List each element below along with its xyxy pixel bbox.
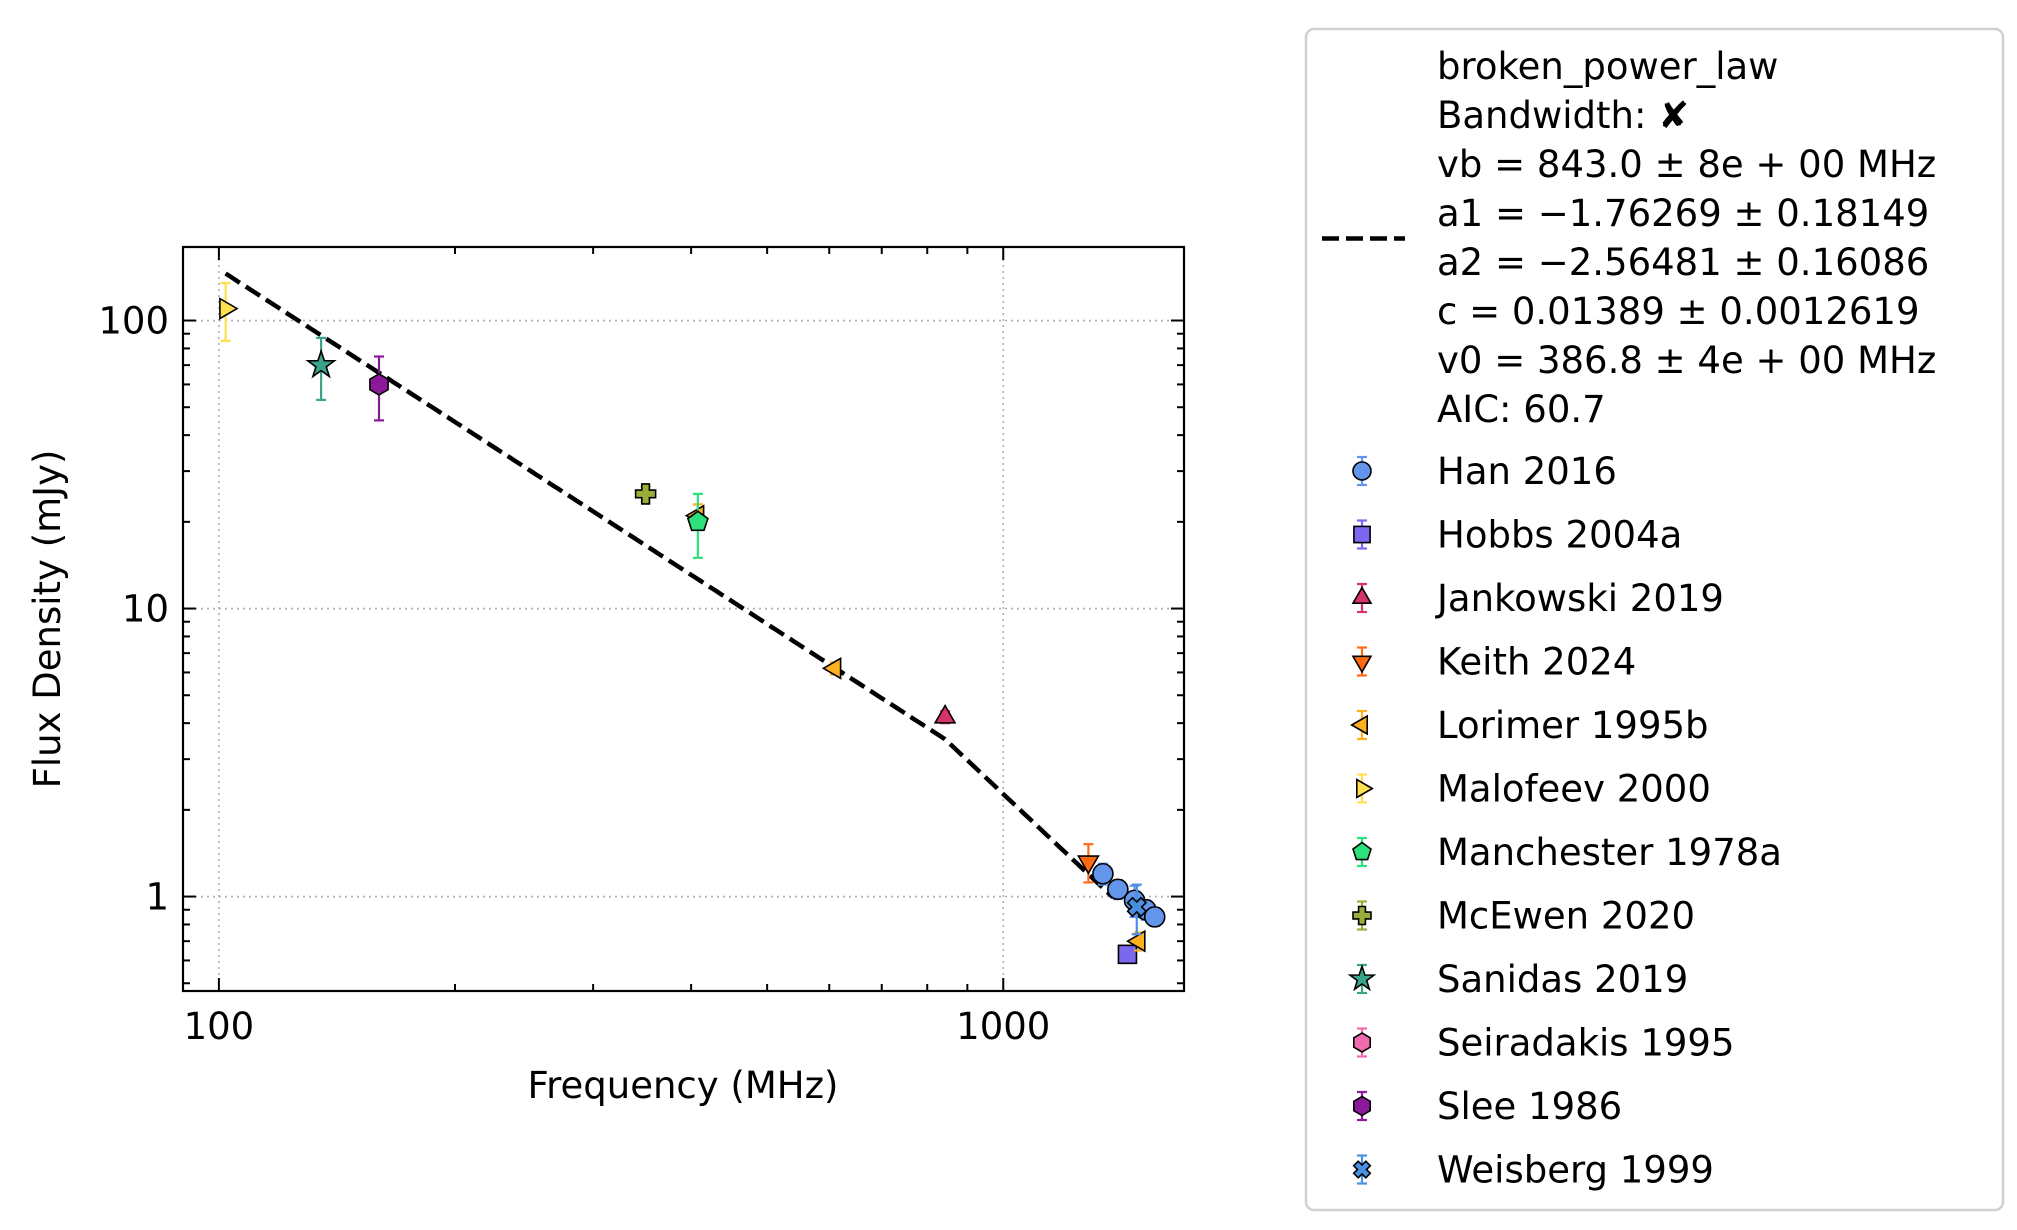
legend-item: McEwen 2020	[1352, 895, 1695, 938]
y-tick-label: 1	[145, 876, 169, 919]
legend-label: Slee 1986	[1437, 1085, 1622, 1128]
legend-label: Keith 2024	[1437, 641, 1636, 684]
legend-fit-text: c = 0.01389 ± 0.0012619	[1437, 290, 1919, 333]
data-point	[1117, 944, 1138, 965]
legend-fit-text: v0 = 386.8 ± 4e + 00 MHz	[1437, 339, 1936, 382]
legend-item: Sanidas 2019	[1347, 958, 1688, 1001]
square-marker	[1353, 525, 1371, 544]
hexagon-marker	[1353, 1032, 1371, 1053]
legend-fit-text: Bandwidth: ✘	[1437, 94, 1689, 137]
data-point	[1126, 883, 1148, 936]
legend-series-entries: Han 2016 Hobbs 2004a Jankowski 2019 Keith 2…	[1347, 450, 1782, 1192]
legend-item: Keith 2024	[1351, 641, 1636, 684]
legend-item: Lorimer 1995b	[1350, 704, 1709, 747]
data-point	[821, 657, 842, 680]
legend-label: Seiradakis 1995	[1437, 1022, 1734, 1065]
data-point	[634, 483, 657, 505]
legend-label: Manchester 1978a	[1437, 831, 1782, 874]
legend-fit-text: AIC: 60.7	[1437, 388, 1606, 431]
triangle-left-marker	[1350, 714, 1368, 736]
series-mcewen-2020	[634, 483, 657, 505]
data-point	[305, 336, 337, 402]
series-keith-2024	[1077, 843, 1100, 884]
legend-label: Lorimer 1995b	[1437, 704, 1709, 747]
triangle-right-marker	[219, 297, 239, 320]
data-points	[219, 281, 1166, 965]
hexagon-marker	[369, 372, 389, 396]
data-point	[369, 355, 389, 422]
plus-marker	[1352, 905, 1372, 926]
circle-marker	[1352, 461, 1372, 481]
tick-labels: 100 1000 1 10 100	[98, 300, 1050, 1048]
series-sanidas-2019	[305, 336, 337, 402]
circle-marker	[1107, 878, 1129, 901]
legend-item: Jankowski 2019	[1351, 577, 1724, 620]
data-point	[686, 492, 709, 559]
x-tick-label: 100	[184, 1005, 255, 1048]
pentagon-marker	[686, 510, 709, 532]
data-point	[1077, 843, 1100, 884]
triangle-right-marker	[1356, 778, 1374, 799]
series-malofeev-2000	[219, 281, 239, 342]
series-manchester-1978a	[686, 492, 709, 559]
triangle-down-marker	[1077, 855, 1100, 875]
star-marker	[1347, 963, 1377, 992]
triangle-down-marker	[1351, 655, 1373, 674]
pentagon-marker	[1352, 841, 1372, 861]
square-marker	[1117, 944, 1138, 965]
legend-label: Weisberg 1999	[1437, 1149, 1714, 1192]
grid-lines	[183, 247, 1184, 991]
series-slee-1986	[369, 355, 389, 422]
y-axis-label: Flux Density (mJy)	[26, 450, 69, 789]
x-tick-label: 1000	[956, 1005, 1050, 1048]
series-jankowski-2019	[933, 704, 957, 725]
triangle-up-marker	[933, 704, 957, 724]
data-point	[1107, 878, 1129, 901]
legend-item: Seiradakis 1995	[1353, 1022, 1734, 1065]
circle-marker	[1143, 906, 1166, 928]
data-point	[219, 281, 239, 342]
triangle-left-marker	[1126, 929, 1146, 953]
legend-item: Han 2016	[1352, 450, 1617, 493]
legend-item: Hobbs 2004a	[1353, 514, 1682, 557]
plus-marker	[634, 483, 657, 505]
circle-marker	[1092, 862, 1114, 885]
series-weisberg-1999	[1126, 883, 1148, 936]
legend-frame	[1304, 27, 2005, 1212]
series-hobbs-2004a	[1117, 944, 1138, 965]
legend-label: Jankowski 2019	[1435, 577, 1724, 620]
plot-area-frame	[181, 245, 1186, 993]
fit-line-layer	[224, 271, 1115, 899]
legend-label: Sanidas 2019	[1437, 958, 1688, 1001]
x-axis-label: Frequency (MHz)	[528, 1064, 839, 1107]
y-tick-label: 100	[98, 300, 169, 343]
legend-item: Slee 1986	[1353, 1085, 1622, 1128]
fit-line	[224, 271, 1115, 899]
y-tick-label: 10	[122, 588, 169, 631]
legend-label: Malofeev 2000	[1437, 768, 1711, 811]
legend-item: Weisberg 1999	[1352, 1149, 1714, 1192]
legend-fit-entry: broken_power_law Bandwidth: ✘ vb = 843.0 ±…	[1322, 45, 1936, 431]
x-marker	[1126, 896, 1148, 918]
legend-fit-text: broken_power_law	[1437, 45, 1778, 88]
star-marker	[305, 348, 337, 379]
axis-ticks	[183, 247, 1184, 991]
legend-label: Hobbs 2004a	[1437, 514, 1682, 557]
legend-item: Malofeev 2000	[1356, 768, 1711, 811]
hexagon-marker	[1353, 1095, 1371, 1117]
legend-fit-text: a2 = −2.56481 ± 0.16086	[1437, 241, 1929, 284]
legend-fit-text: vb = 843.0 ± 8e + 00 MHz	[1437, 143, 1936, 186]
legend-fit-text: a1 = −1.76269 ± 0.18149	[1437, 192, 1929, 235]
data-point	[1143, 906, 1166, 928]
triangle-left-marker	[821, 657, 842, 680]
x-marker	[1352, 1160, 1372, 1179]
legend-label: Han 2016	[1437, 450, 1617, 493]
legend-item: Manchester 1978a	[1352, 831, 1782, 874]
triangle-up-marker	[1351, 585, 1373, 605]
data-point	[1092, 862, 1114, 886]
legend: broken_power_law Bandwidth: ✘ vb = 843.0 ±…	[1304, 27, 2005, 1212]
data-point	[933, 704, 957, 725]
legend-label: McEwen 2020	[1437, 895, 1695, 938]
